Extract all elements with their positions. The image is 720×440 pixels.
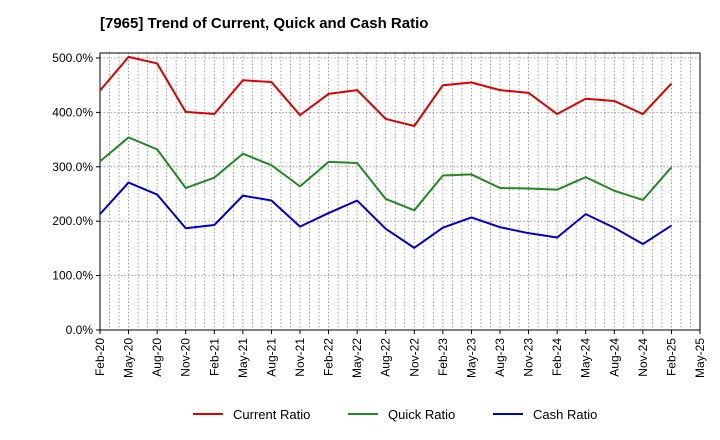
y-tick-label: 500.0% bbox=[52, 51, 93, 65]
x-tick-label: May-25 bbox=[693, 338, 707, 378]
chart-title: [7965] Trend of Current, Quick and Cash … bbox=[100, 15, 428, 32]
x-tick-label: Nov-22 bbox=[407, 338, 421, 377]
x-tick-label: Feb-22 bbox=[322, 338, 336, 376]
legend-label-current-ratio: Current Ratio bbox=[233, 407, 310, 422]
y-tick-label: 400.0% bbox=[52, 105, 93, 119]
series-line-current-ratio bbox=[99, 55, 673, 127]
x-tick-label: May-20 bbox=[122, 338, 136, 378]
x-tick-label: May-21 bbox=[236, 338, 250, 378]
x-tick-label: May-23 bbox=[464, 338, 478, 378]
x-tick-label: Aug-24 bbox=[607, 338, 621, 377]
x-tick-label: Feb-25 bbox=[664, 338, 678, 376]
x-tick-label: Nov-21 bbox=[293, 338, 307, 377]
x-tick-label: Feb-23 bbox=[436, 338, 450, 376]
x-tick-label: Nov-24 bbox=[636, 338, 650, 377]
plot-frame bbox=[99, 52, 701, 331]
x-tick-label: Nov-23 bbox=[522, 338, 536, 377]
series-line-quick-ratio bbox=[99, 136, 673, 212]
x-tick-label: May-22 bbox=[350, 338, 364, 378]
x-tick-label: Aug-21 bbox=[264, 338, 278, 377]
legend-label-cash-ratio: Cash Ratio bbox=[533, 407, 597, 422]
x-tick-label: Nov-20 bbox=[179, 338, 193, 377]
y-tick-label: 300.0% bbox=[52, 160, 93, 174]
y-tick-label: 200.0% bbox=[52, 214, 93, 228]
y-tick-label: 0.0% bbox=[66, 323, 94, 337]
x-tick-label: Feb-21 bbox=[207, 338, 221, 376]
legend-label-quick-ratio: Quick Ratio bbox=[388, 407, 455, 422]
grid-lines bbox=[100, 53, 700, 330]
legend: Current Ratio Quick Ratio Cash Ratio bbox=[193, 407, 597, 422]
axes: 0.0% 100.0% 200.0% 300.0% 400.0% 500.0% Feb-20… bbox=[52, 51, 707, 378]
x-tick-label: Aug-20 bbox=[150, 338, 164, 377]
x-tick-label: Feb-20 bbox=[93, 338, 107, 376]
series-lines bbox=[99, 55, 673, 249]
series-line-cash-ratio bbox=[99, 181, 672, 249]
y-tick-label: 100.0% bbox=[52, 269, 93, 283]
x-tick-label: Aug-22 bbox=[379, 338, 393, 377]
x-tick-label: May-24 bbox=[579, 338, 593, 378]
x-tick-label: Aug-23 bbox=[493, 338, 507, 377]
x-tick-label: Feb-24 bbox=[550, 338, 564, 376]
